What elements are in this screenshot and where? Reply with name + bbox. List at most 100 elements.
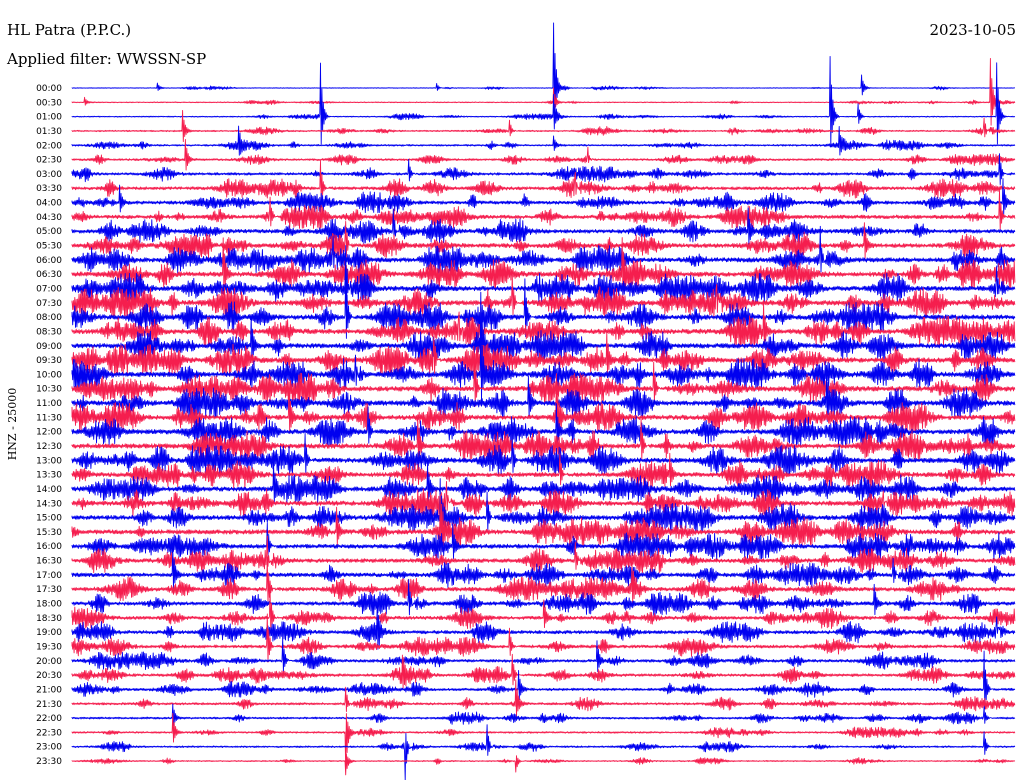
time-label: 09:00 <box>36 342 62 352</box>
date-label: 2023-10-05 <box>929 21 1016 39</box>
time-label: 08:00 <box>36 313 62 323</box>
trace-row-02-30 <box>71 138 1016 171</box>
time-label: 22:30 <box>36 728 62 738</box>
trace-row-23-00 <box>71 724 1016 780</box>
time-label: 18:00 <box>36 600 62 610</box>
filter-label: Applied filter: WWSSN-SP <box>7 50 207 68</box>
time-label: 11:30 <box>36 413 62 423</box>
time-label: 07:00 <box>36 285 62 295</box>
trace-row-00-00 <box>71 22 1016 122</box>
time-label: 18:30 <box>36 614 62 624</box>
trace-row-08-00 <box>71 272 1016 339</box>
trace-row-14-00 <box>71 461 1016 505</box>
time-label: 05:30 <box>36 242 62 252</box>
time-label: 13:30 <box>36 471 62 481</box>
trace-row-22-00 <box>71 703 1016 726</box>
time-label: 19:30 <box>36 643 62 653</box>
time-label: 05:00 <box>36 227 62 237</box>
trace-row-01-00 <box>71 56 1016 148</box>
trace-row-23-30 <box>71 753 1016 776</box>
trace-row-03-30 <box>71 160 1016 202</box>
trace-row-19-30 <box>71 613 1016 663</box>
trace-row-09-30 <box>71 330 1016 377</box>
trace-row-12-00 <box>71 403 1016 448</box>
time-label: 10:00 <box>36 370 62 380</box>
trace-row-21-00 <box>71 650 1016 710</box>
time-label: 17:30 <box>36 585 62 595</box>
trace-row-09-00 <box>71 291 1016 376</box>
time-label: 04:30 <box>36 213 62 223</box>
trace-row-14-30 <box>71 480 1016 518</box>
time-label: 17:00 <box>36 571 62 581</box>
time-label: 02:00 <box>36 141 62 151</box>
trace-row-12-30 <box>71 414 1016 464</box>
time-label: 03:30 <box>36 184 62 194</box>
time-label: 00:00 <box>36 84 62 94</box>
time-label: 15:30 <box>36 528 62 538</box>
trace-row-15-30 <box>71 494 1016 555</box>
trace-row-18-30 <box>71 589 1016 632</box>
trace-row-10-00 <box>71 324 1016 403</box>
time-label: 23:00 <box>36 743 62 753</box>
time-label: 16:00 <box>36 542 62 552</box>
time-label: 14:00 <box>36 485 62 495</box>
trace-row-02-00 <box>71 125 1016 156</box>
trace-row-07-30 <box>71 275 1016 319</box>
trace-row-07-00 <box>71 245 1016 312</box>
trace-row-04-00 <box>71 178 1016 216</box>
trace-row-01-30 <box>71 109 1016 143</box>
time-label: 20:00 <box>36 657 62 667</box>
trace-row-04-30 <box>71 190 1016 231</box>
time-label: 16:30 <box>36 557 62 567</box>
time-label: 04:00 <box>36 199 62 209</box>
time-label: 11:00 <box>36 399 62 409</box>
time-labels: 00:00 00:30 01:00 01:30 02:00 02:30 03:00 03:30… <box>36 84 62 767</box>
time-label: 14:30 <box>36 499 62 509</box>
time-label: 06:00 <box>36 256 62 266</box>
trace-row-20-00 <box>71 637 1016 673</box>
trace-row-06-30 <box>71 237 1016 299</box>
trace-row-20-30 <box>71 653 1016 689</box>
time-label: 09:30 <box>36 356 62 366</box>
y-axis-label: HNZ - 25000 <box>6 388 19 461</box>
time-label: 13:00 <box>36 456 62 466</box>
trace-row-17-00 <box>71 546 1016 591</box>
trace-row-03-00 <box>71 153 1016 185</box>
time-label: 21:30 <box>36 700 62 710</box>
time-label: 02:30 <box>36 156 62 166</box>
trace-row-19-00 <box>71 602 1016 650</box>
time-label: 03:00 <box>36 170 62 180</box>
trace-row-13-00 <box>71 433 1016 476</box>
time-label: 01:00 <box>36 113 62 123</box>
trace-row-10-30 <box>71 352 1016 407</box>
time-label: 07:30 <box>36 299 62 309</box>
trace-row-13-30 <box>71 452 1016 490</box>
time-label: 22:00 <box>36 714 62 724</box>
time-label: 21:00 <box>36 685 62 695</box>
trace-row-16-30 <box>71 535 1016 574</box>
trace-row-11-00 <box>71 371 1016 422</box>
trace-row-08-30 <box>71 302 1016 348</box>
time-label: 12:30 <box>36 442 62 452</box>
time-label: 23:30 <box>36 757 62 767</box>
station-title: HL Patra (P.P.C.) <box>7 21 132 39</box>
trace-row-22-30 <box>71 713 1016 770</box>
time-label: 08:30 <box>36 327 62 337</box>
time-label: 06:30 <box>36 270 62 280</box>
trace-row-00-30 <box>71 57 1016 126</box>
time-label: 10:30 <box>36 385 62 395</box>
time-label: 20:30 <box>36 671 62 681</box>
trace-row-06-00 <box>71 225 1016 275</box>
time-label: 15:00 <box>36 514 62 524</box>
trace-row-05-30 <box>71 221 1016 259</box>
trace-row-05-00 <box>71 207 1016 245</box>
trace-row-16-00 <box>71 522 1016 561</box>
time-label: 00:30 <box>36 98 62 108</box>
trace-row-15-00 <box>71 478 1016 539</box>
trace-row-18-00 <box>71 578 1016 616</box>
trace-row-21-30 <box>71 679 1016 718</box>
trace-row-11-30 <box>71 373 1016 445</box>
time-label: 19:00 <box>36 628 62 638</box>
